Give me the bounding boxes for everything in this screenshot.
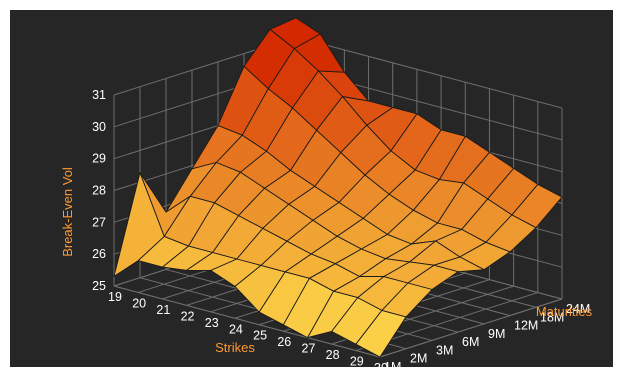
surface-cell: [113, 172, 165, 277]
x-axis-ticks: 19 20 21 22 23 24 25 26 27 28 29 30: [108, 290, 388, 367]
x-tick-label: 25: [253, 329, 267, 343]
x-tick-label: 27: [302, 342, 316, 356]
x-tick-label: 29: [350, 355, 364, 367]
z-tick-label: 29: [92, 152, 106, 166]
x-tick-label: 24: [229, 322, 243, 336]
z-tick-label: 31: [92, 88, 106, 102]
x-tick-label: 30: [374, 361, 388, 367]
x-tick-label: 26: [277, 335, 291, 349]
z-tick-label: 26: [92, 247, 106, 261]
y-tick-label: 1M: [384, 360, 401, 367]
z-tick-label: 27: [92, 215, 106, 229]
x-tick-label: 19: [108, 290, 122, 304]
z-tick-label: 30: [92, 120, 106, 134]
x-tick-label: 20: [132, 296, 146, 310]
y-tick-label: 12M: [514, 319, 538, 333]
z-axis-ticks: 25 26 27 28 29 30 31: [92, 88, 106, 293]
y-tick-label: 18M: [540, 310, 564, 324]
y-tick-label: 3M: [436, 343, 453, 357]
y-tick-label: 24M: [566, 302, 590, 316]
y-tick-label: 9M: [488, 327, 505, 341]
y-tick-label: 6M: [462, 335, 479, 349]
z-tick-label: 28: [92, 184, 106, 198]
x-tick-label: 22: [181, 309, 195, 323]
y-tick-label: 2M: [410, 352, 427, 366]
x-tick-label: 23: [205, 316, 219, 330]
z-axis-title: Break-Even Vol: [60, 167, 75, 257]
x-axis-title: Strikes: [215, 340, 255, 355]
surface-mesh: [113, 17, 563, 358]
y-axis-title: Maturities: [536, 304, 593, 319]
x-tick-label: 28: [326, 348, 340, 362]
x-tick-label: 21: [156, 303, 170, 317]
z-tick-label: 25: [92, 279, 106, 293]
